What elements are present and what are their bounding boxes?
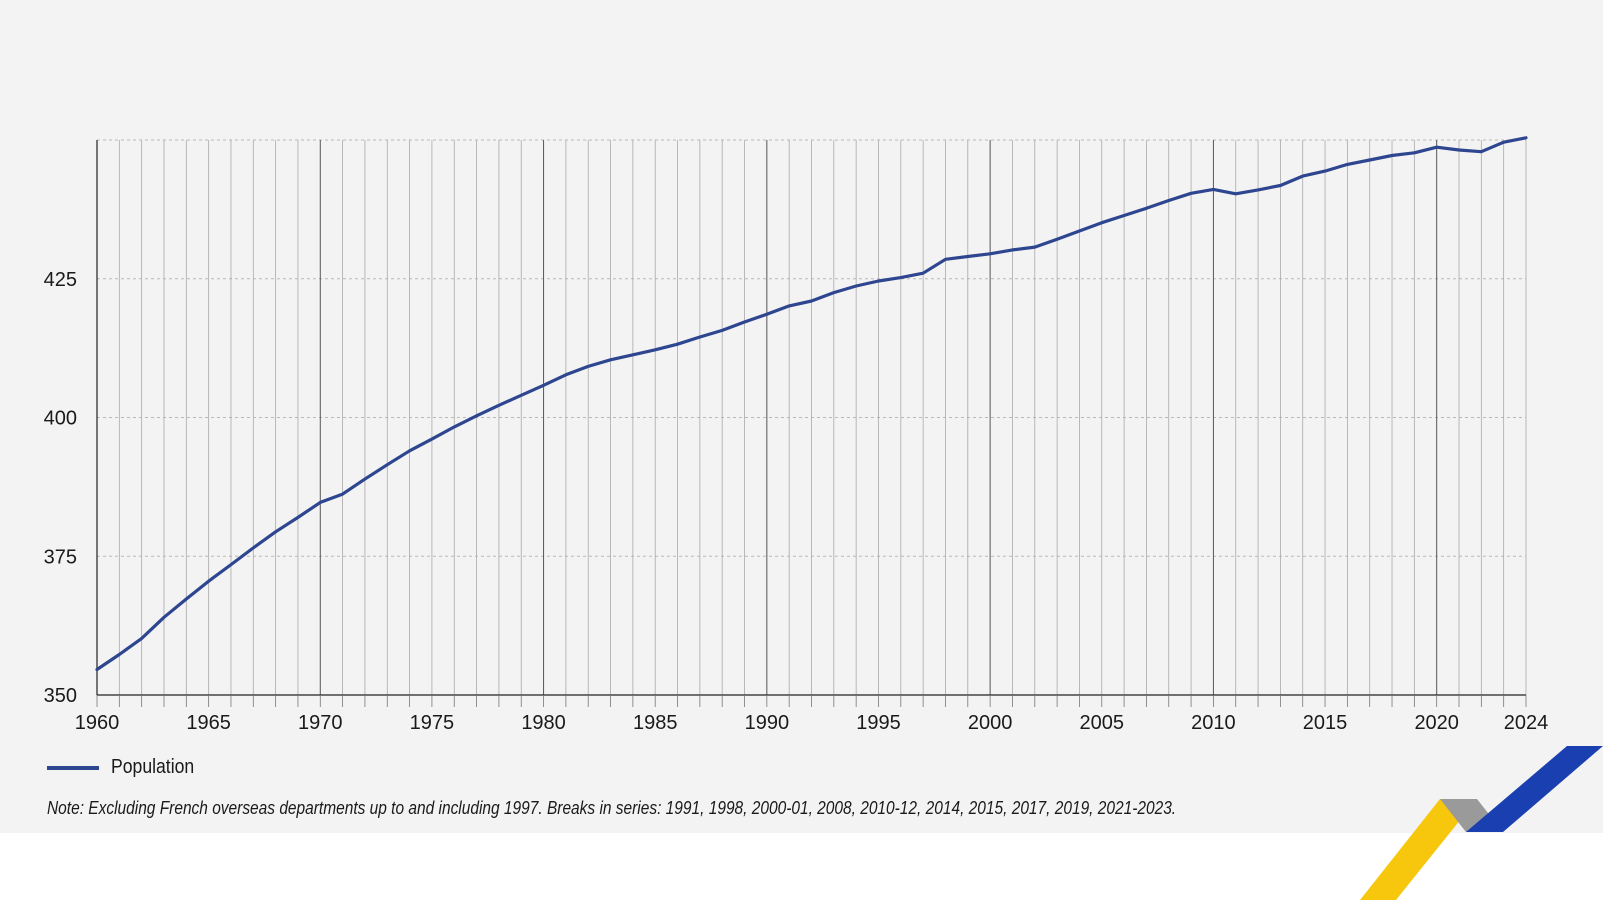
- series-line-population: [95, 136, 1528, 672]
- logo-yellow-stripe: [1360, 799, 1477, 900]
- chart-panel: [0, 0, 1603, 833]
- x-tick-labels: 1960 1965 1970 1975 1980 1985 1990 1995 2000 2005…: [75, 712, 1549, 734]
- y-tick-labels: 350 375 400 425: [44, 269, 77, 707]
- x-tick-marks: [96, 695, 1527, 707]
- brand-logo: [1360, 746, 1603, 900]
- y-tick-label: 400: [44, 408, 77, 430]
- x-tick-label: 1990: [745, 712, 790, 734]
- x-tick-label: 2000: [968, 712, 1013, 734]
- x-tick-label: 2015: [1303, 712, 1348, 734]
- x-tick-label: 1975: [410, 712, 455, 734]
- y-tick-label: 350: [44, 685, 77, 707]
- y-tick-label: 375: [44, 546, 77, 568]
- legend-label-population: Population: [111, 756, 195, 778]
- x-tick-label: 1970: [298, 712, 343, 734]
- x-tick-label: 1995: [856, 712, 901, 734]
- logo-blue-stripe: [1466, 746, 1603, 832]
- chart-note: Note: Excluding French overseas departme…: [47, 798, 1177, 818]
- x-gridlines: [96, 140, 1527, 695]
- legend-swatch-population: [47, 765, 99, 770]
- x-tick-label: 1960: [75, 712, 120, 734]
- x-tick-label: 2010: [1191, 712, 1236, 734]
- x-tick-label: 2020: [1414, 712, 1459, 734]
- x-tick-label: 1980: [521, 712, 566, 734]
- x-tick-label: 2024: [1504, 712, 1549, 734]
- x-tick-label: 2005: [1080, 712, 1125, 734]
- x-tick-label: 1985: [633, 712, 678, 734]
- y-tick-label: 425: [44, 269, 77, 291]
- line-chart: 350 375 400 425 1960 1965 1970 1975 1980 1985 199…: [44, 136, 1549, 734]
- legend: Population: [47, 756, 206, 779]
- x-tick-label: 1965: [186, 712, 231, 734]
